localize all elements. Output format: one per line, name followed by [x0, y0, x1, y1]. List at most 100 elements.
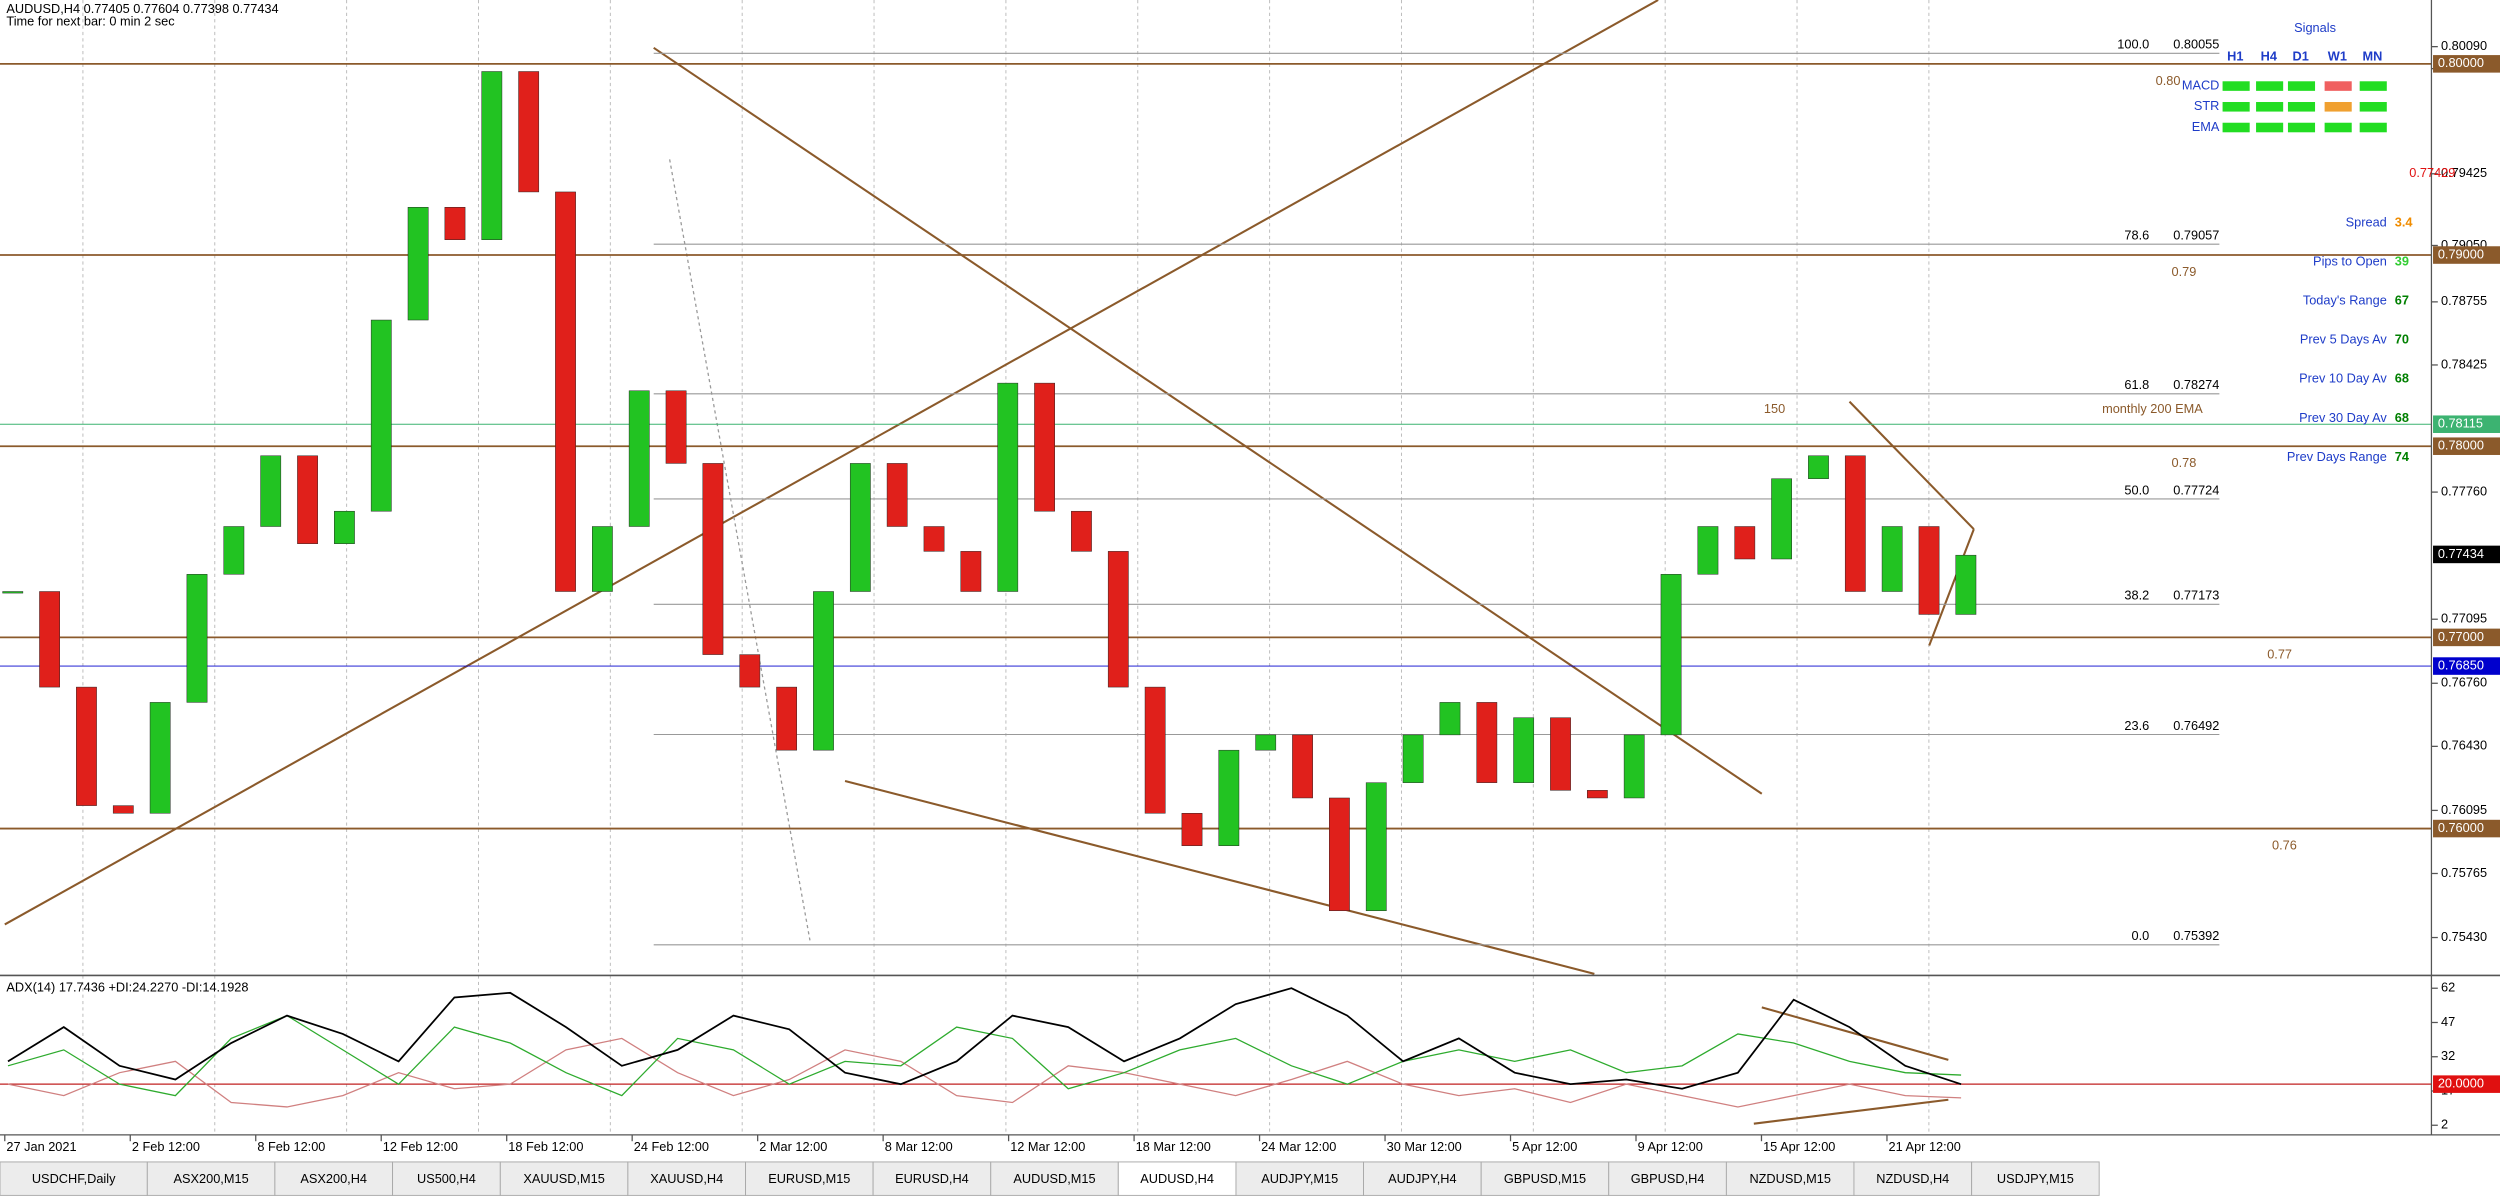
candle — [76, 686, 97, 806]
fib-price: 0.77724 — [2173, 482, 2219, 497]
stat-label: Pips to Open — [2313, 254, 2387, 269]
y-tick-label: 0.75765 — [2441, 865, 2487, 880]
tab[interactable] — [146, 1161, 276, 1196]
price-tag-label: 0.78000 — [2438, 438, 2484, 453]
tab[interactable] — [274, 1161, 394, 1196]
signal-cell — [2359, 122, 2387, 133]
candle — [149, 702, 171, 814]
candle — [739, 654, 761, 688]
trend-line — [1928, 528, 1975, 646]
fib-price: 0.75392 — [2173, 928, 2219, 943]
timer: Time for next bar: 0 min 2 sec — [6, 14, 175, 29]
tab-label[interactable]: NZDUSD,M15 — [1749, 1171, 1830, 1186]
time-label: 8 Mar 12:00 — [885, 1139, 953, 1154]
level-label: 0.77 — [2267, 646, 2292, 661]
signal-cell — [2287, 122, 2316, 133]
level-label: 0.78 — [2172, 455, 2197, 470]
fib-price: 0.77173 — [2173, 588, 2219, 603]
stat-value: 3.4 — [2395, 215, 2414, 230]
candle — [886, 463, 908, 527]
candle — [186, 574, 208, 703]
candle — [444, 206, 466, 240]
tab-label[interactable]: AUDJPY,H4 — [1388, 1171, 1457, 1186]
tab[interactable] — [1480, 1161, 1610, 1196]
time-label: 5 Apr 12:00 — [1512, 1139, 1577, 1154]
price-tag — [2433, 55, 2500, 73]
trend-line — [844, 779, 1595, 975]
tab[interactable] — [0, 1161, 148, 1196]
y-tick-label: 0.78425 — [2441, 356, 2487, 371]
price-tag — [2433, 628, 2500, 647]
y-tick-label: 0.75430 — [2441, 929, 2487, 944]
candle — [1844, 455, 1866, 592]
time-label: 24 Mar 12:00 — [1261, 1139, 1336, 1154]
drawings — [4, 0, 1975, 1125]
stat-label: Prev 30 Day Av — [2299, 410, 2387, 425]
tab[interactable] — [1608, 1161, 1727, 1196]
fib-level: 100.0 — [2117, 37, 2149, 52]
tab[interactable] — [1235, 1161, 1364, 1196]
candle — [702, 463, 724, 655]
signal-cell — [2256, 81, 2284, 91]
candle — [997, 382, 1019, 592]
tab-label[interactable]: NZDUSD,H4 — [1876, 1171, 1949, 1186]
time-label: 2 Mar 12:00 — [759, 1139, 827, 1154]
stat-label: Prev Days Range — [2287, 449, 2387, 464]
tab[interactable] — [1363, 1161, 1482, 1196]
candle — [1586, 790, 1608, 799]
tab[interactable] — [990, 1161, 1119, 1196]
tab-label[interactable]: ASX200,M15 — [174, 1171, 249, 1186]
trend-line — [653, 46, 1763, 795]
candle — [112, 805, 134, 814]
tab-label[interactable]: GBPUSD,M15 — [1504, 1171, 1586, 1186]
tab-label[interactable]: AUDUSD,M15 — [1013, 1171, 1095, 1186]
candle — [1402, 734, 1424, 783]
time-label: 18 Mar 12:00 — [1136, 1139, 1211, 1154]
tab[interactable] — [1853, 1161, 1973, 1196]
tab-label[interactable]: XAUUSD,M15 — [523, 1171, 604, 1186]
time-label: 21 Apr 12:00 — [1889, 1139, 1961, 1154]
tab-label[interactable]: ASX200,H4 — [300, 1171, 367, 1186]
candle — [297, 455, 318, 544]
annotation: monthly 200 EMA — [2102, 401, 2203, 416]
signal-cell — [2359, 81, 2387, 91]
tab-label[interactable]: EURUSD,M15 — [768, 1171, 850, 1186]
fib-level: 0.0 — [2131, 928, 2149, 943]
time-label: 12 Mar 12:00 — [1010, 1139, 1085, 1154]
level-label: 0.76 — [2272, 837, 2297, 852]
tab-label[interactable]: XAUUSD,H4 — [650, 1171, 723, 1186]
candle — [1292, 734, 1313, 799]
candle — [665, 390, 687, 464]
tab-label[interactable]: EURUSD,H4 — [895, 1171, 969, 1186]
adx-level-tag — [2433, 1075, 2500, 1093]
tab[interactable] — [1117, 1161, 1237, 1196]
tab[interactable] — [745, 1161, 874, 1196]
y-tick-label: 0.77760 — [2441, 483, 2487, 498]
candle — [223, 526, 245, 575]
y-tick-label: 0.77095 — [2441, 611, 2487, 626]
tab-label[interactable]: GBPUSD,H4 — [1631, 1171, 1705, 1186]
tab[interactable] — [1725, 1161, 1855, 1196]
tab-label[interactable]: USDJPY,M15 — [1997, 1171, 2074, 1186]
tab[interactable] — [1971, 1161, 2100, 1196]
tab-label[interactable]: AUDJPY,M15 — [1261, 1171, 1338, 1186]
candle — [592, 526, 613, 592]
price-tag-label: 0.78115 — [2438, 416, 2483, 431]
stat-value: 70 — [2395, 332, 2409, 347]
candle — [1034, 382, 1055, 512]
signal-row-label: STR — [2194, 98, 2220, 113]
candle — [628, 390, 650, 527]
tab-label[interactable]: US500,H4 — [417, 1171, 476, 1186]
level-label: 0.80 — [2156, 73, 2181, 88]
adx-tick-label: 47 — [2441, 1014, 2455, 1029]
time-label: 15 Apr 12:00 — [1763, 1139, 1835, 1154]
tab-label[interactable]: AUDUSD,H4 — [1140, 1171, 1214, 1186]
candle — [1697, 526, 1719, 575]
candle — [1144, 686, 1166, 814]
tab[interactable] — [627, 1161, 747, 1196]
tab[interactable] — [499, 1161, 629, 1196]
tab-label[interactable]: USDCHF,Daily — [32, 1171, 116, 1186]
price-tag-label: 0.76000 — [2438, 820, 2484, 835]
candle — [260, 455, 282, 527]
